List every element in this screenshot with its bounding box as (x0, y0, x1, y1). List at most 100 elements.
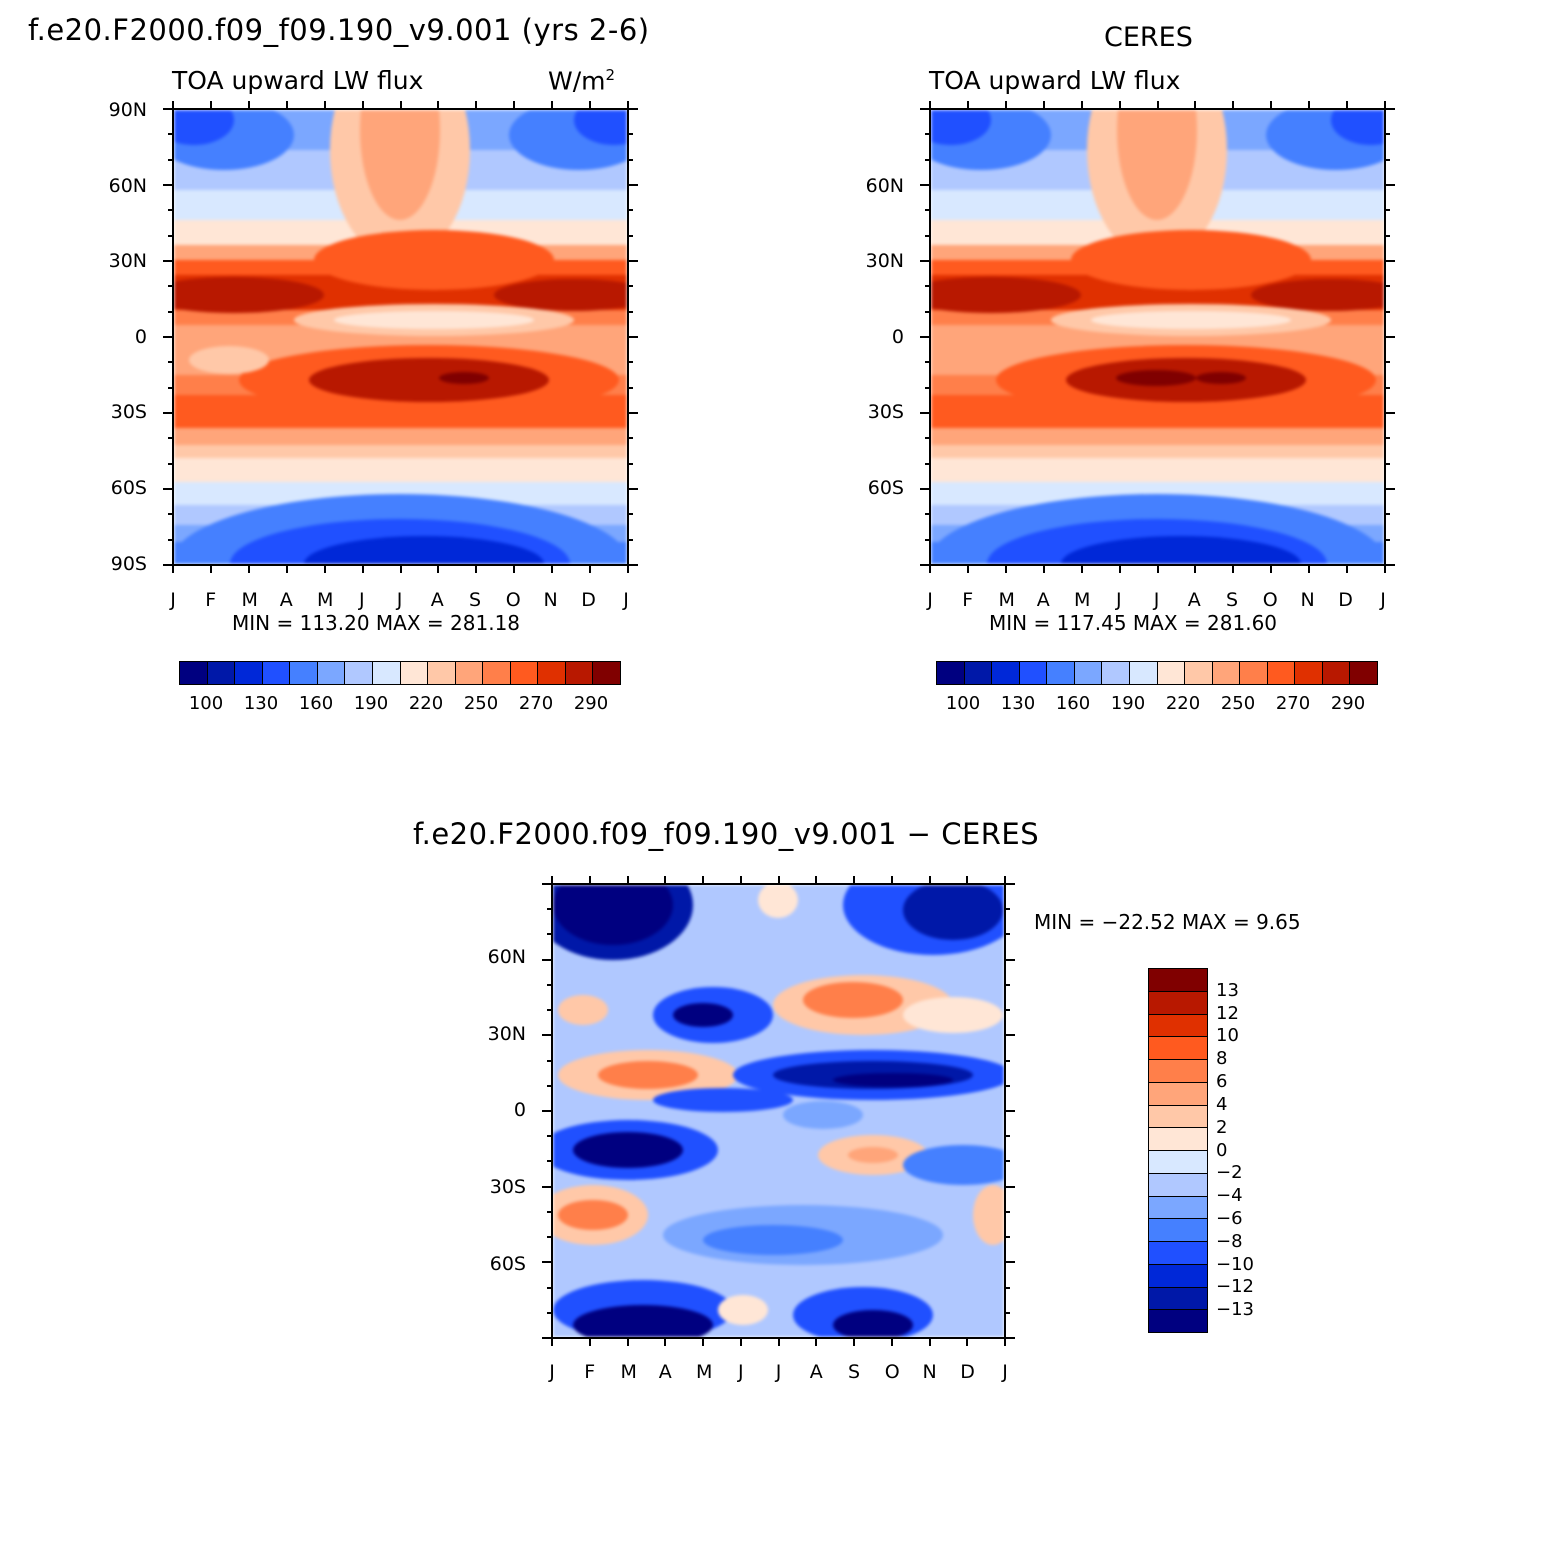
panel-b-xtick-mark-bottom (929, 565, 931, 573)
panel-b-ytick-mark-right (1385, 412, 1395, 414)
panel-a-colorbar-label: 130 (243, 693, 279, 714)
panel-c-ytick-mark-right (1005, 1110, 1015, 1112)
panel-a-xtick-mark-bottom (361, 565, 364, 573)
panel-b-xtick-mark (1156, 101, 1159, 109)
panel-b-ytick-mark-right (1385, 462, 1390, 465)
panel-a-xtick-5: J (358, 589, 365, 611)
panel-a-ytick-mark-right (628, 462, 633, 465)
panel-c-xtick-2: M (620, 1361, 637, 1383)
panel-b-variable-label: TOA upward LW flux (929, 66, 1181, 95)
panel-c-ytick-mark (542, 1110, 552, 1112)
panel-c-xtick-mark (664, 876, 667, 884)
field-feature (931, 277, 1081, 313)
panel-b-colorbar-cell (1185, 662, 1213, 684)
field-feature (903, 885, 1003, 940)
panel-c-xtick-9: O (884, 1361, 900, 1383)
panel-b-xtick-3: A (1036, 589, 1050, 611)
panel-b-colorbar-cell (1074, 662, 1103, 684)
panel-b-ytick-mark-right (1385, 437, 1390, 440)
field-feature (360, 110, 440, 220)
panel-c-ytick-60n: 60N (487, 946, 526, 968)
panel-a-ytick-mark-right (628, 108, 638, 110)
field-feature (553, 885, 673, 945)
panel-c-ytick-mark-right (1005, 1337, 1015, 1339)
panel-c-colorbar-label: −10 (1216, 1253, 1254, 1275)
panel-b-colorbar-cell (1212, 662, 1241, 684)
panel-c-ytick-mark (547, 1135, 552, 1138)
panel-a-colorbar-label: 190 (353, 693, 389, 714)
field-feature (973, 1185, 1004, 1245)
panel-b-ytick-mark-right (1385, 386, 1390, 389)
panel-c-ytick-mark (542, 1185, 552, 1188)
panel-c-xtick-1: F (584, 1361, 596, 1383)
panel-b-xtick-mark (1042, 101, 1045, 109)
panel-c-xtick-mark (853, 876, 855, 884)
panel-a-colorbar (179, 661, 621, 685)
panel-c-ytick-mark (547, 1311, 552, 1314)
panel-c-colorbar-label: 10 (1216, 1025, 1239, 1047)
field-feature (574, 110, 627, 145)
panel-a-ytick-mark (168, 158, 173, 161)
panel-c-ytick-mark (547, 1160, 552, 1163)
panel-a-variable-label: TOA upward LW flux (172, 66, 424, 95)
panel-a-ytick-mark (163, 336, 173, 338)
panel-b-colorbar-label: 270 (1275, 693, 1311, 714)
panel-b-ytick-mark (925, 386, 930, 389)
panel-a-colorbar-label: 220 (408, 693, 444, 714)
panel-b-xtick-mark (1346, 101, 1349, 109)
panel-b-xtick-mark (1004, 101, 1007, 109)
panel-c-ytick-mark (542, 1034, 552, 1037)
panel-b-ytick-mark-right (1385, 234, 1390, 237)
field-feature (848, 1147, 898, 1163)
panel-b-xtick-10: N (1300, 589, 1315, 611)
panel-a-ytick-mark (168, 209, 173, 212)
panel-c-xtick-mark-bottom (777, 1338, 780, 1346)
panel-a-ytick-mark-right (628, 209, 633, 212)
panel-a-xtick-mark (627, 101, 629, 109)
panel-c-ytick-mark (542, 1261, 552, 1264)
panel-a-colorbar-cell (317, 662, 346, 684)
panel-b-ytick-mark (925, 513, 930, 516)
panel-b-ytick-60s: 60S (867, 477, 904, 499)
panel-a-xtick-1: F (205, 589, 217, 611)
panel-c-xtick-mark (739, 876, 742, 884)
field-feature (174, 110, 234, 145)
panel-c-ytick-mark-right (1005, 1009, 1010, 1012)
panel-a-xtick-9: O (505, 589, 521, 611)
panel-c-colorbar-cell (1149, 1287, 1207, 1311)
panel-c-colorbar-label: −6 (1216, 1207, 1243, 1229)
panel-c-xtick-mark-bottom (664, 1338, 667, 1346)
panel-c-ytick-mark (547, 1286, 552, 1289)
panel-a-xtick-mark-bottom (437, 565, 440, 573)
panel-a-xtick-mark (323, 101, 326, 109)
panel-b-ytick-mark (925, 234, 930, 237)
panel-c-colorbar-cell (1149, 1060, 1207, 1083)
panel-b-colorbar-label: 100 (945, 693, 981, 714)
panel-a-xtick-mark-bottom (513, 565, 516, 573)
panel-a-xtick-mark (285, 101, 288, 109)
panel-a-colorbar-cell (510, 662, 539, 684)
panel-a-ytick-mark-right (628, 437, 633, 440)
panel-c-colorbar-cell (1149, 1037, 1207, 1060)
panel-b-ytick-mark-right (1385, 108, 1395, 110)
panel-a-xtick-12: J (623, 589, 629, 611)
panel-b-colorbar-cell (1350, 662, 1377, 684)
panel-c-ytick-mark-right (1005, 1236, 1010, 1239)
panel-a-xtick-mark (361, 101, 364, 109)
panel-c-colorbar-cell (1149, 1242, 1207, 1265)
panel-a-colorbar-cell (180, 662, 208, 684)
panel-c-xtick-mark (551, 876, 553, 884)
panel-a-ytick-mark (163, 184, 173, 186)
panel-b-colorbar-cell (1102, 662, 1130, 684)
panel-c-ytick-mark-right (1005, 1210, 1010, 1213)
panel-a-colorbar-cell (565, 662, 594, 684)
panel-b-xtick-mark-bottom (1194, 565, 1197, 573)
field-feature (189, 346, 269, 374)
field-feature (1117, 110, 1197, 220)
panel-b-xtick-mark-bottom (1346, 565, 1349, 573)
panel-c-xtick-mark (777, 876, 780, 884)
field-feature (931, 110, 991, 145)
panel-a-ytick-mark-right (628, 412, 638, 414)
panel-a-colorbar-label: 270 (518, 693, 554, 714)
panel-b-ytick-mark-right (1385, 488, 1395, 490)
